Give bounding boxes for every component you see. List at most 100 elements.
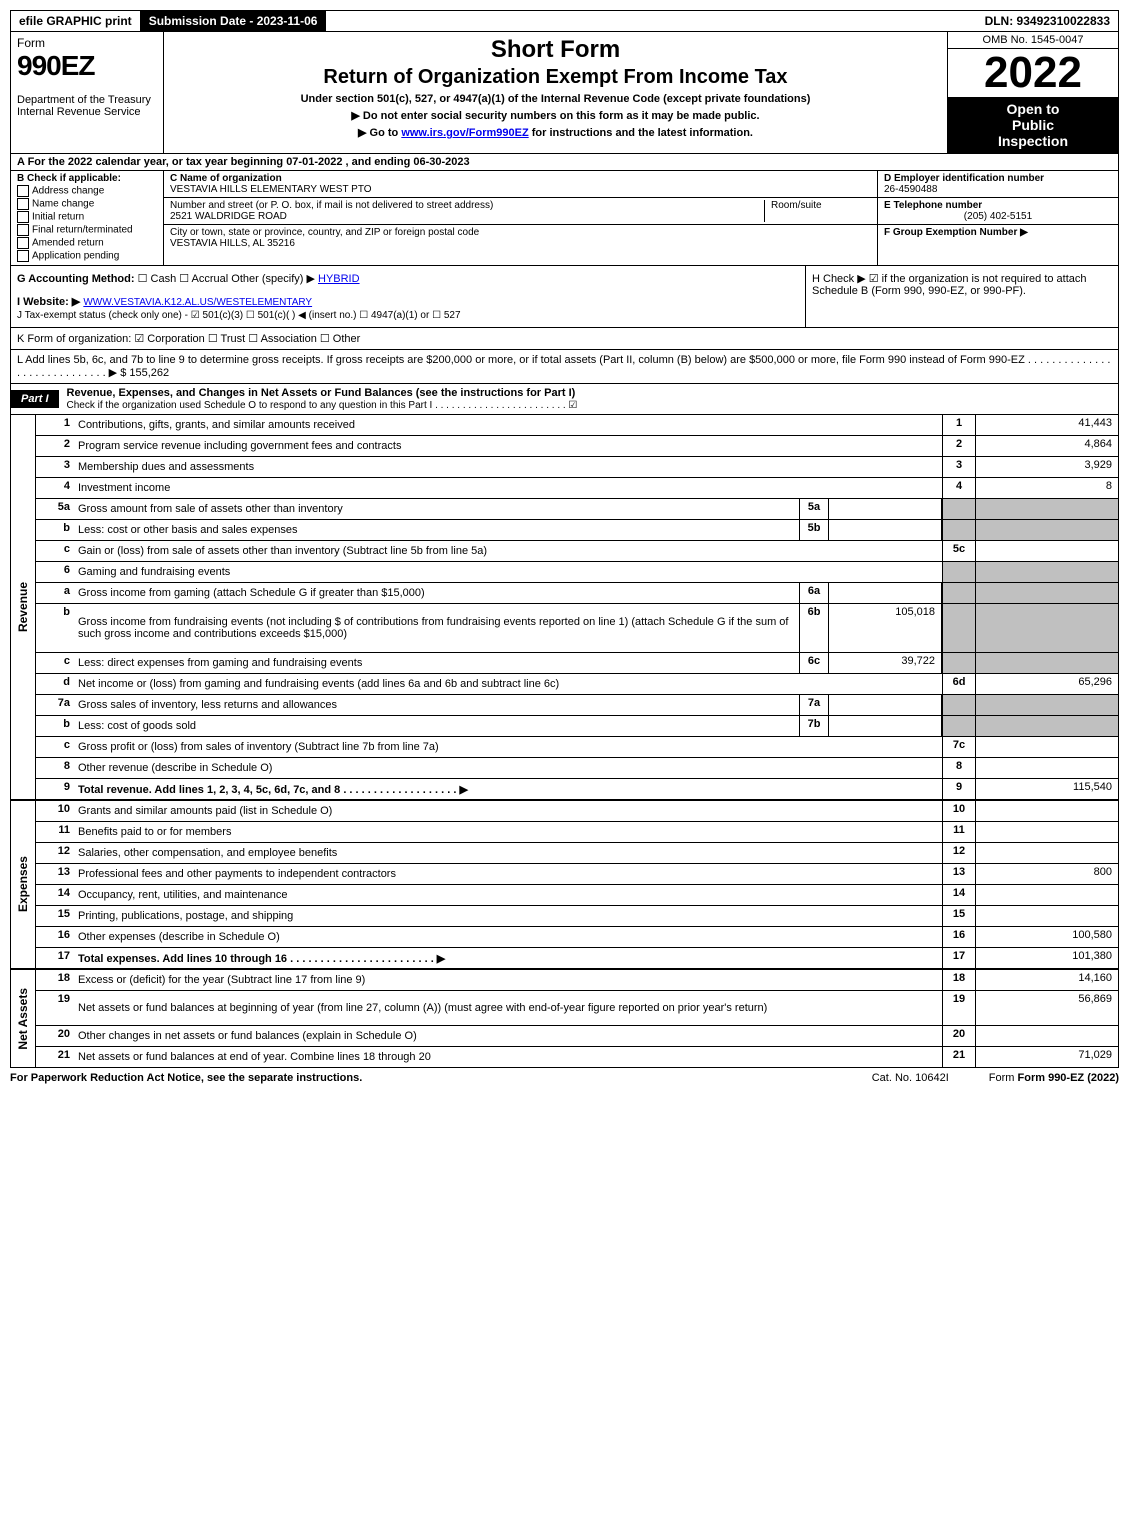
line-2-desc: Program service revenue including govern… — [74, 436, 942, 456]
ein-value: 26-4590488 — [884, 184, 937, 195]
phone-value: (205) 402-5151 — [884, 211, 1112, 222]
section-g: G Accounting Method: ☐ Cash ☐ Accrual Ot… — [11, 266, 805, 327]
irs-label: Internal Revenue Service — [17, 106, 157, 118]
line-8-desc: Other revenue (describe in Schedule O) — [74, 758, 942, 778]
topbar: efile GRAPHIC print Submission Date - 20… — [10, 10, 1119, 32]
footer-form: Form Form 990-EZ (2022) — [989, 1072, 1119, 1084]
line-3-desc: Membership dues and assessments — [74, 457, 942, 477]
part1-label: Part I — [11, 390, 59, 408]
line-1-desc: Contributions, gifts, grants, and simila… — [74, 415, 942, 435]
netassets-side-label: Net Assets — [16, 988, 30, 1050]
section-l: L Add lines 5b, 6c, and 7b to line 9 to … — [10, 350, 1119, 384]
check-address-change[interactable]: Address change — [17, 185, 157, 197]
line-10-desc: Grants and similar amounts paid (list in… — [74, 801, 942, 821]
check-final-return[interactable]: Final return/terminated — [17, 224, 157, 236]
line-3-val: 3,929 — [975, 457, 1118, 477]
city-label: City or town, state or province, country… — [170, 227, 479, 238]
subtitle: Under section 501(c), 527, or 4947(a)(1)… — [170, 93, 941, 105]
street-label: Number and street (or P. O. box, if mail… — [170, 200, 493, 211]
omb-number: OMB No. 1545-0047 — [948, 32, 1118, 49]
section-h: H Check ▶ ☑ if the organization is not r… — [805, 266, 1118, 327]
section-b: B Check if applicable: Address change Na… — [11, 171, 164, 265]
title-short-form: Short Form — [170, 36, 941, 64]
part1-header: Part I Revenue, Expenses, and Changes in… — [10, 384, 1119, 415]
line-18-desc: Excess or (deficit) for the year (Subtra… — [74, 970, 942, 990]
line-4-val: 8 — [975, 478, 1118, 498]
line-16-desc: Other expenses (describe in Schedule O) — [74, 927, 942, 947]
form-label: Form — [17, 36, 157, 50]
dept-label: Department of the Treasury — [17, 94, 157, 106]
expenses-side-label: Expenses — [16, 856, 30, 912]
line-16-val: 100,580 — [975, 927, 1118, 947]
line-7a-desc: Gross sales of inventory, less returns a… — [74, 695, 799, 715]
line-20-desc: Other changes in net assets or fund bala… — [74, 1026, 942, 1046]
section-a: A For the 2022 calendar year, or tax yea… — [10, 154, 1119, 171]
check-initial-return[interactable]: Initial return — [17, 211, 157, 223]
website-link[interactable]: WWW.VESTAVIA.K12.AL.US/WESTELEMENTARY — [83, 297, 312, 308]
line-9-val: 115,540 — [975, 779, 1118, 799]
section-b-title: B Check if applicable: — [17, 173, 121, 184]
line-7c-desc: Gross profit or (loss) from sales of inv… — [74, 737, 942, 757]
line-2-val: 4,864 — [975, 436, 1118, 456]
form-number: 990EZ — [17, 50, 157, 82]
line-4-desc: Investment income — [74, 478, 942, 498]
section-c: C Name of organization VESTAVIA HILLS EL… — [164, 171, 877, 265]
phone-label: E Telephone number — [884, 200, 982, 211]
line-9-desc: Total revenue. Add lines 1, 2, 3, 4, 5c,… — [74, 779, 942, 799]
line-5a-desc: Gross amount from sale of assets other t… — [74, 499, 799, 519]
part1-lines: Revenue 1Contributions, gifts, grants, a… — [10, 415, 1119, 1068]
line-5b-desc: Less: cost or other basis and sales expe… — [74, 520, 799, 540]
line-1-val: 41,443 — [975, 415, 1118, 435]
line-6c-desc: Less: direct expenses from gaming and fu… — [74, 653, 799, 673]
line-5c-desc: Gain or (loss) from sale of assets other… — [74, 541, 942, 561]
line-13-val: 800 — [975, 864, 1118, 884]
irs-link[interactable]: www.irs.gov/Form990EZ — [401, 127, 528, 139]
line-17-val: 101,380 — [975, 948, 1118, 968]
efile-label: efile GRAPHIC print — [11, 11, 141, 31]
line-19-val: 56,869 — [975, 991, 1118, 1025]
tax-year: 2022 — [948, 49, 1118, 97]
line-12-desc: Salaries, other compensation, and employ… — [74, 843, 942, 863]
line-6d-desc: Net income or (loss) from gaming and fun… — [74, 674, 942, 694]
notice-website: ▶ Go to www.irs.gov/Form990EZ for instru… — [170, 126, 941, 139]
room-label: Room/suite — [765, 200, 871, 222]
gross-receipts: 155,262 — [129, 367, 169, 379]
org-name-label: C Name of organization — [170, 173, 282, 184]
part1-desc: Revenue, Expenses, and Changes in Net As… — [59, 384, 1118, 414]
section-def: D Employer identification number 26-4590… — [877, 171, 1118, 265]
line-17-desc: Total expenses. Add lines 10 through 16 … — [74, 948, 942, 968]
revenue-side-label: Revenue — [16, 582, 30, 632]
line-6d-val: 65,296 — [975, 674, 1118, 694]
ein-label: D Employer identification number — [884, 173, 1044, 184]
section-gh: G Accounting Method: ☐ Cash ☐ Accrual Ot… — [10, 266, 1119, 328]
line-21-val: 71,029 — [975, 1047, 1118, 1067]
page-footer: For Paperwork Reduction Act Notice, see … — [10, 1068, 1119, 1088]
line-6b-desc: Gross income from fundraising events (no… — [74, 604, 799, 652]
section-j: J Tax-exempt status (check only one) - ☑… — [17, 310, 799, 321]
dln: DLN: 93492310022833 — [977, 11, 1118, 31]
line-18-val: 14,160 — [975, 970, 1118, 990]
line-6b-val: 105,018 — [829, 604, 942, 652]
check-amended-return[interactable]: Amended return — [17, 237, 157, 249]
org-name: VESTAVIA HILLS ELEMENTARY WEST PTO — [170, 184, 372, 195]
line-15-desc: Printing, publications, postage, and shi… — [74, 906, 942, 926]
street-value: 2521 WALDRIDGE ROAD — [170, 211, 287, 222]
footer-left: For Paperwork Reduction Act Notice, see … — [10, 1072, 362, 1084]
line-7b-desc: Less: cost of goods sold — [74, 716, 799, 736]
line-6a-desc: Gross income from gaming (attach Schedul… — [74, 583, 799, 603]
header-left: Form 990EZ Department of the Treasury In… — [11, 32, 164, 153]
check-application-pending[interactable]: Application pending — [17, 250, 157, 262]
line-6c-val: 39,722 — [829, 653, 942, 673]
notice-ssn: ▶ Do not enter social security numbers o… — [170, 109, 941, 122]
line-13-desc: Professional fees and other payments to … — [74, 864, 942, 884]
line-19-desc: Net assets or fund balances at beginning… — [74, 991, 942, 1025]
city-value: VESTAVIA HILLS, AL 35216 — [170, 238, 295, 249]
header: Form 990EZ Department of the Treasury In… — [10, 32, 1119, 154]
accounting-other-link[interactable]: HYBRID — [318, 273, 360, 285]
header-right: OMB No. 1545-0047 2022 Open to Public In… — [947, 32, 1118, 153]
website-label: I Website: ▶ — [17, 296, 80, 308]
line-6-desc: Gaming and fundraising events — [74, 562, 942, 582]
line-14-desc: Occupancy, rent, utilities, and maintena… — [74, 885, 942, 905]
check-name-change[interactable]: Name change — [17, 198, 157, 210]
title-return: Return of Organization Exempt From Incom… — [170, 66, 941, 89]
